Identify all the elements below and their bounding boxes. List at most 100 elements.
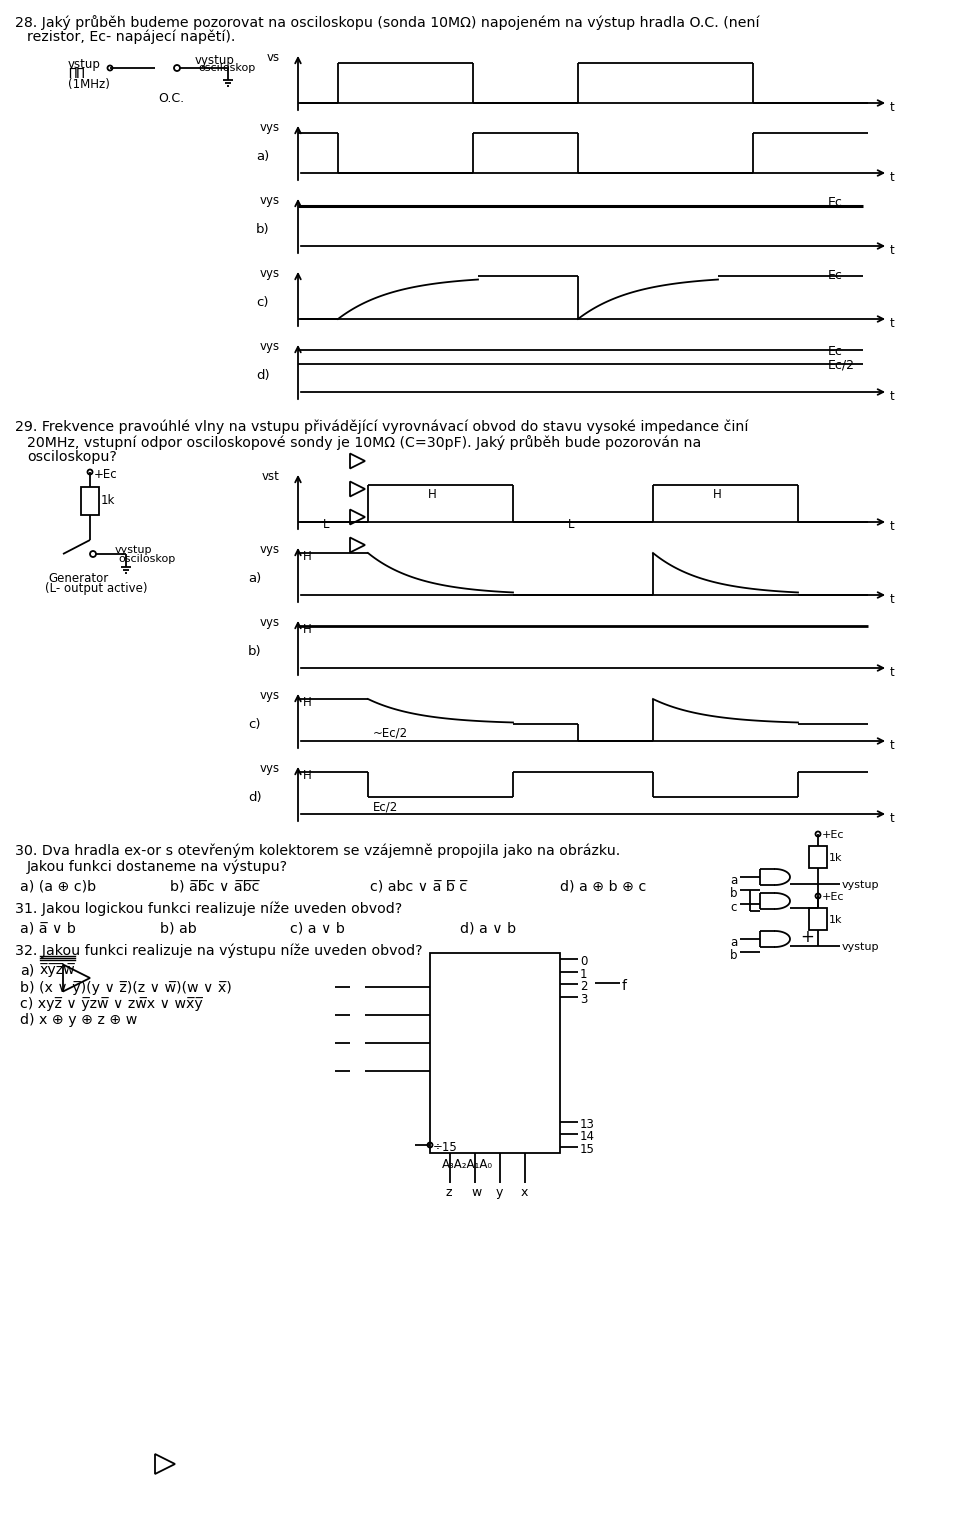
Text: H: H: [303, 769, 312, 781]
Text: vys: vys: [260, 689, 280, 702]
Text: 29. Frekvence pravoúhlé vlny na vstupu přivádějící vyrovnávací obvod do stavu vy: 29. Frekvence pravoúhlé vlny na vstupu p…: [15, 420, 749, 435]
Text: c: c: [730, 901, 736, 915]
Text: vys: vys: [260, 616, 280, 630]
Text: (L- output active): (L- output active): [45, 582, 148, 594]
Text: vys: vys: [260, 761, 280, 775]
Text: b) ab: b) ab: [160, 921, 197, 935]
Text: H: H: [713, 489, 722, 501]
Text: c): c): [256, 296, 269, 309]
Text: vystup: vystup: [115, 545, 153, 555]
Text: 30. Dva hradla ex-or s otevřeným kolektorem se vzájemně propojila jako na obrázk: 30. Dva hradla ex-or s otevřeným kolekto…: [15, 844, 620, 858]
Text: 1k: 1k: [829, 915, 843, 925]
Text: c) xyz̅ ∨ y̅zw̅ ∨ zw̅x ∨ wx̅y̅: c) xyz̅ ∨ y̅zw̅ ∨ zw̅x ∨ wx̅y̅: [20, 997, 203, 1011]
Text: d) x ⊕ y ⊕ z ⊕ w: d) x ⊕ y ⊕ z ⊕ w: [20, 1013, 137, 1026]
Text: 28. Jaký průběh budeme pozorovat na osciloskopu (sonda 10MΩ) napojeném na výstup: 28. Jaký průběh budeme pozorovat na osci…: [15, 15, 759, 31]
Text: Generator: Generator: [48, 571, 108, 585]
Text: ~Ec/2: ~Ec/2: [373, 726, 408, 738]
Text: a) (a ⊕ c)b: a) (a ⊕ c)b: [20, 879, 96, 893]
Text: H: H: [303, 624, 312, 636]
Text: 14: 14: [580, 1131, 595, 1143]
Text: 1k: 1k: [101, 493, 115, 507]
Text: b) (x ∨ y̅)(y ∨ z̅)(z ∨ w̅)(w ∨ x̅): b) (x ∨ y̅)(y ∨ z̅)(z ∨ w̅)(w ∨ x̅): [20, 980, 231, 994]
Text: H: H: [303, 550, 312, 562]
Text: A₃A₂A₁A₀: A₃A₂A₁A₀: [442, 1158, 493, 1170]
Bar: [81, 487, 99, 515]
Text: 15: 15: [580, 1143, 595, 1155]
Text: a) a̅ ∨ b: a) a̅ ∨ b: [20, 921, 76, 935]
Text: c): c): [248, 719, 260, 731]
Text: L: L: [568, 518, 574, 532]
Text: osciloskop: osciloskop: [198, 63, 255, 74]
Text: x: x: [521, 1186, 528, 1200]
Text: 3: 3: [580, 993, 588, 1005]
Text: b: b: [730, 948, 737, 962]
Text: d) a ∨ b: d) a ∨ b: [460, 921, 516, 935]
Text: L: L: [323, 518, 329, 532]
Text: c) abc ∨ a̅ b̅ c̅: c) abc ∨ a̅ b̅ c̅: [370, 879, 468, 893]
Text: 0: 0: [580, 956, 588, 968]
Text: vys: vys: [260, 542, 280, 556]
Text: Ec: Ec: [828, 270, 843, 282]
Text: w: w: [471, 1186, 481, 1200]
Text: c) a ∨ b: c) a ∨ b: [290, 921, 345, 935]
Text: vstup: vstup: [68, 58, 101, 70]
Text: (1MHz): (1MHz): [68, 78, 109, 90]
Text: b: b: [730, 887, 737, 899]
Text: ∏∏: ∏∏: [68, 67, 84, 78]
Text: Jakou funkci dostaneme na výstupu?: Jakou funkci dostaneme na výstupu?: [27, 859, 288, 873]
Text: +Ec: +Ec: [94, 467, 118, 481]
Text: t: t: [890, 391, 895, 403]
Text: d): d): [248, 791, 262, 804]
Text: a): a): [256, 150, 269, 162]
Text: ÷15: ÷15: [433, 1141, 458, 1154]
Text: b): b): [248, 645, 262, 659]
Text: t: t: [890, 101, 895, 113]
Text: t: t: [890, 666, 895, 679]
Bar: [809, 846, 827, 869]
Text: t: t: [890, 519, 895, 533]
Text: vys: vys: [260, 121, 280, 133]
Text: Ec: Ec: [828, 345, 843, 358]
Text: y: y: [496, 1186, 503, 1200]
Text: d): d): [256, 369, 270, 381]
Text: t: t: [890, 812, 895, 826]
Text: rezistor, Ec- napájecí napětí).: rezistor, Ec- napájecí napětí).: [27, 29, 235, 43]
Text: osciloskopu?: osciloskopu?: [27, 450, 117, 464]
Text: H: H: [428, 489, 437, 501]
Text: z: z: [446, 1186, 452, 1200]
Text: x̅y̅z̅w̅: x̅y̅z̅w̅: [40, 964, 76, 977]
Text: Ec: Ec: [828, 196, 843, 208]
Text: t: t: [890, 244, 895, 257]
Text: a): a): [20, 964, 35, 977]
Text: 1: 1: [580, 968, 588, 980]
Text: vst: vst: [262, 470, 280, 483]
Text: O.C.: O.C.: [158, 92, 184, 106]
Text: vs: vs: [267, 51, 280, 64]
Text: vystup: vystup: [842, 942, 879, 951]
Text: Ec/2: Ec/2: [828, 358, 855, 372]
Text: t: t: [890, 593, 895, 607]
Text: Ec/2: Ec/2: [373, 800, 398, 813]
Text: f: f: [622, 979, 627, 993]
Text: b) a̅b̅c ∨ a̅b̅c̅: b) a̅b̅c ∨ a̅b̅c̅: [170, 879, 259, 893]
Text: a: a: [730, 873, 737, 887]
Text: 20MHz, vstupní odpor osciloskopové sondy je 10MΩ (C=30pF). Jaký průběh bude pozo: 20MHz, vstupní odpor osciloskopové sondy…: [27, 435, 701, 450]
Text: vys: vys: [260, 267, 280, 280]
Text: +: +: [800, 928, 814, 945]
Text: 32. Jakou funkci realizuje na výstupu níže uveden obvod?: 32. Jakou funkci realizuje na výstupu ní…: [15, 944, 422, 958]
Text: 1k: 1k: [829, 853, 843, 863]
Bar: [809, 908, 827, 930]
Text: vys: vys: [260, 340, 280, 352]
Text: t: t: [890, 172, 895, 184]
Text: d) a ⊕ b ⊕ c: d) a ⊕ b ⊕ c: [560, 879, 646, 893]
Text: vystup: vystup: [842, 879, 879, 890]
Text: t: t: [890, 317, 895, 329]
Text: 2: 2: [580, 980, 588, 993]
Text: +Ec: +Ec: [822, 892, 845, 902]
Text: +Ec: +Ec: [822, 830, 845, 840]
Text: t: t: [890, 738, 895, 752]
Bar: [430, 953, 560, 1154]
Text: b): b): [256, 224, 270, 236]
Text: 13: 13: [580, 1118, 595, 1131]
Text: osciloskop: osciloskop: [118, 555, 176, 564]
